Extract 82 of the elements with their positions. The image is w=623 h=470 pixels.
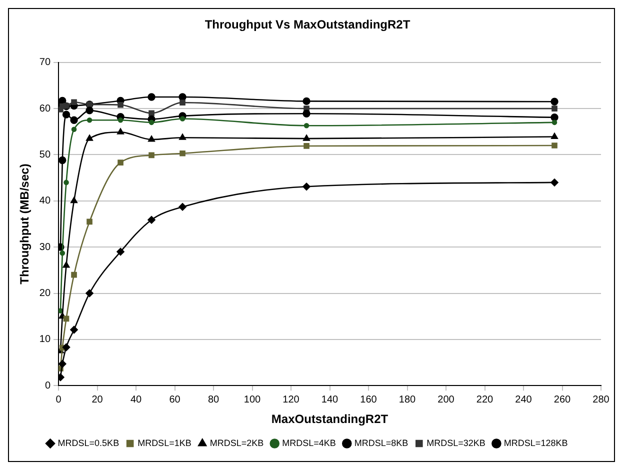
x-tick-label: 200 [438,394,455,406]
point [58,360,66,368]
legend-label: MRDSL=0.5KB [58,438,120,448]
point [148,110,154,116]
point [86,218,92,225]
legend-label: MRDSL=4KB [282,438,336,448]
y-tick-label: 0 [44,380,51,392]
y-tick-label: 40 [39,196,51,207]
x-tick-label: 180 [398,394,416,406]
legend-label: MRDSL=8KB [354,438,408,448]
point [304,143,310,149]
point [552,106,558,112]
point [71,99,77,106]
x-tick-label: 0 [56,394,62,406]
point [550,98,558,106]
point [86,106,94,114]
y-tick-label: 30 [39,242,51,253]
point [64,180,69,186]
point [552,142,558,148]
point [71,272,77,278]
point [302,182,310,190]
point [148,120,154,126]
chart-title: Throughput Vs MaxOutstandingR2T [204,18,411,32]
point [180,116,186,122]
point [118,117,124,123]
y-axis-title: Throughput (MB/sec) [18,164,32,284]
legend-label: MRDSL=2KB [210,438,264,448]
point [302,110,310,118]
y-tick-label: 70 [39,57,51,68]
point [86,117,92,123]
point [178,203,186,211]
point [63,316,70,322]
x-tick-label: 220 [476,394,494,406]
point [118,160,124,166]
legend-label: MRDSL=128KB [504,438,568,448]
point [116,248,124,256]
point [148,136,155,142]
point [118,102,124,108]
point [303,134,310,141]
legend-label: MRDSL=32KB [426,438,486,448]
x-tick-label: 40 [130,394,142,406]
x-tick-label: 160 [360,394,378,406]
point [58,156,66,164]
point [70,326,78,334]
point [86,134,93,141]
point [60,250,66,256]
point [179,134,186,140]
x-tick-label: 120 [282,394,300,406]
point [62,262,70,268]
point [302,97,310,106]
y-tick-label: 50 [39,149,51,160]
point [148,152,154,158]
point [552,120,558,126]
x-tick-label: 80 [208,394,220,406]
point [71,126,77,132]
y-tick-label: 20 [39,288,51,300]
y-tick-label: 60 [39,103,51,114]
x-tick-label: 20 [92,394,104,406]
x-tick-label: 60 [169,394,181,406]
legend-label: MRDSL=1KB [138,438,192,448]
point [86,289,94,298]
point [180,100,186,106]
x-tick-label: 100 [244,394,262,406]
point [304,123,310,128]
point [148,93,156,101]
y-tick-label: 10 [39,334,51,346]
point [70,116,78,124]
x-axis-title: MaxOutstandingR2T [271,412,389,426]
x-tick-label: 280 [592,394,610,406]
point [117,128,124,134]
point [180,150,186,156]
point [551,132,558,139]
point [62,110,70,118]
x-tick-label: 140 [321,394,339,406]
point [148,216,156,224]
x-tick-label: 240 [515,394,532,406]
point [550,178,558,186]
point [550,113,558,122]
x-tick-label: 260 [554,394,572,406]
point [304,106,310,112]
point [70,197,78,204]
point [62,343,70,352]
